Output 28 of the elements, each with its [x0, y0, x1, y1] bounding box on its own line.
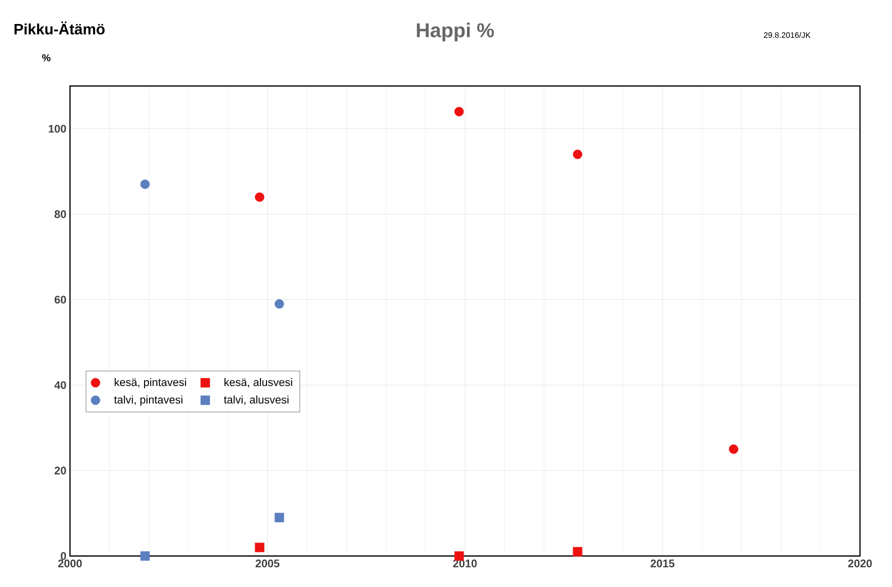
point	[274, 299, 284, 309]
y-tick-label: 20	[54, 466, 66, 474]
x-tick-label: 2020	[848, 560, 872, 568]
legend-label: kesä, pintavesi	[114, 378, 186, 388]
point	[140, 551, 150, 561]
y-tick-label: 60	[54, 296, 66, 304]
point	[254, 542, 264, 552]
y-tick-label: 80	[54, 210, 66, 218]
legend-label: kesä, alusvesi	[224, 378, 292, 388]
point	[454, 106, 464, 116]
chart-title: Happi %	[416, 22, 494, 42]
x-tick-label: 2005	[256, 560, 280, 568]
point	[274, 512, 284, 522]
point	[572, 547, 582, 556]
x-tick-label: 2015	[650, 560, 674, 568]
text: 29.8.2016/JK	[764, 32, 811, 38]
point	[254, 192, 264, 202]
y-axis-title: %	[42, 54, 50, 62]
y-tick-label: 0	[60, 552, 66, 560]
point	[140, 180, 150, 189]
point	[572, 150, 582, 160]
legend-label: talvi, pintavesi	[114, 396, 182, 406]
y-tick-label: 40	[54, 381, 66, 389]
text: Pikku-Ätämö	[14, 22, 105, 34]
y-tick-label: 100	[48, 124, 66, 133]
point	[728, 444, 738, 454]
x-tick-label: 2000	[58, 560, 82, 568]
legend-label: talvi, alusvesi	[224, 396, 288, 405]
